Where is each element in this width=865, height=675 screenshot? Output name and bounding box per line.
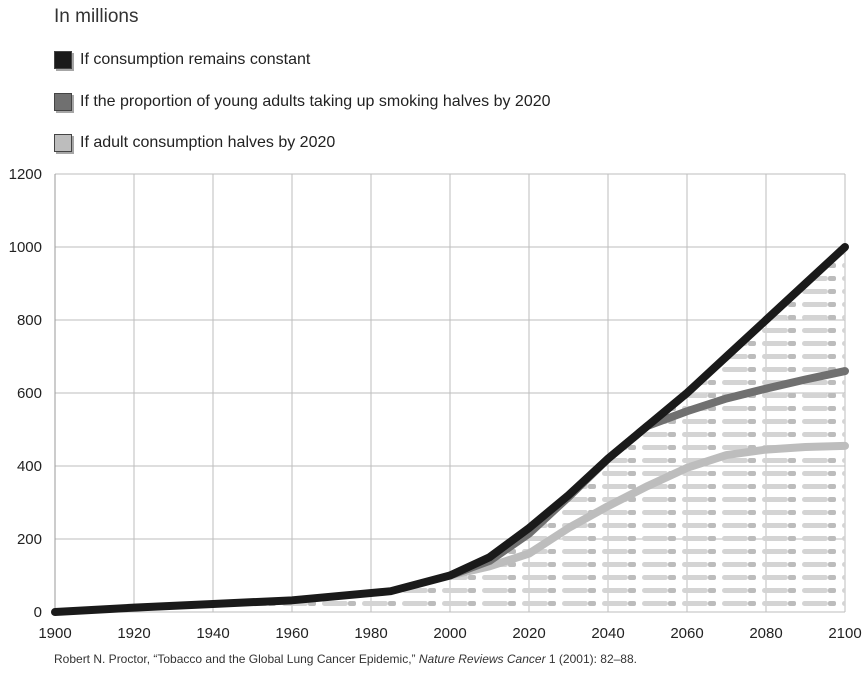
area-fill-constant — [55, 247, 845, 612]
source-journal: Nature Reviews Cancer — [418, 652, 546, 666]
x-tick-label: 2080 — [749, 625, 782, 642]
legend-item-adult-halves: If adult consumption halves by 2020 — [54, 131, 335, 155]
x-tick-label: 2060 — [670, 625, 703, 642]
cigarette-fill — [55, 247, 845, 612]
x-tick-label: 1920 — [117, 625, 150, 642]
x-tick-label: 1900 — [38, 625, 71, 642]
legend-swatch-young-adults — [54, 93, 72, 111]
y-tick-label: 200 — [17, 531, 42, 548]
legend-item-young-adults: If the proportion of young adults taking… — [54, 90, 551, 114]
series-line-2 — [446, 441, 849, 580]
legend-swatch-constant — [54, 51, 72, 69]
series-line-0 — [51, 243, 849, 616]
x-tick-label: 2100 — [828, 625, 861, 642]
x-tick-label: 1980 — [354, 625, 387, 642]
y-tick-label: 1000 — [9, 239, 42, 256]
y-tick-label: 400 — [17, 458, 42, 475]
source-rest: 1 (2001): 82–88. — [545, 652, 637, 666]
source-author: Robert N. Proctor, “Tobacco and the Glob… — [54, 652, 419, 666]
y-tick-label: 800 — [17, 312, 42, 329]
x-tick-label: 1940 — [196, 625, 229, 642]
y-tick-label: 600 — [17, 385, 42, 402]
series-lines — [51, 243, 849, 616]
x-tick-labels: 1900 1920 1940 1960 1980 2000 2020 2040 2060 2080… — [38, 625, 861, 642]
line-chart: 1900 1920 1940 1960 1980 2000 2020 2040 2060 2080… — [9, 166, 862, 642]
x-tick-label: 1960 — [275, 625, 308, 642]
legend-item-constant: If consumption remains constant — [54, 48, 310, 72]
y-tick-labels: 0 200 400 600 800 1000 1200 — [9, 166, 42, 621]
legend-label-adult-halves: If adult consumption halves by 2020 — [80, 134, 336, 151]
legend-label-constant: If consumption remains constant — [80, 51, 311, 68]
x-tick-label: 2040 — [591, 625, 624, 642]
y-tick-label: 1200 — [9, 166, 42, 183]
y-tick-label: 0 — [34, 604, 42, 621]
x-tick-label: 2000 — [433, 625, 466, 642]
units-label: In millions — [54, 6, 139, 27]
legend-label-young-adults: If the proportion of young adults taking… — [80, 93, 551, 110]
source-citation: Robert N. Proctor, “Tobacco and the Glob… — [54, 652, 637, 666]
legend-swatch-adult-halves — [54, 134, 72, 152]
x-tick-label: 2020 — [512, 625, 545, 642]
